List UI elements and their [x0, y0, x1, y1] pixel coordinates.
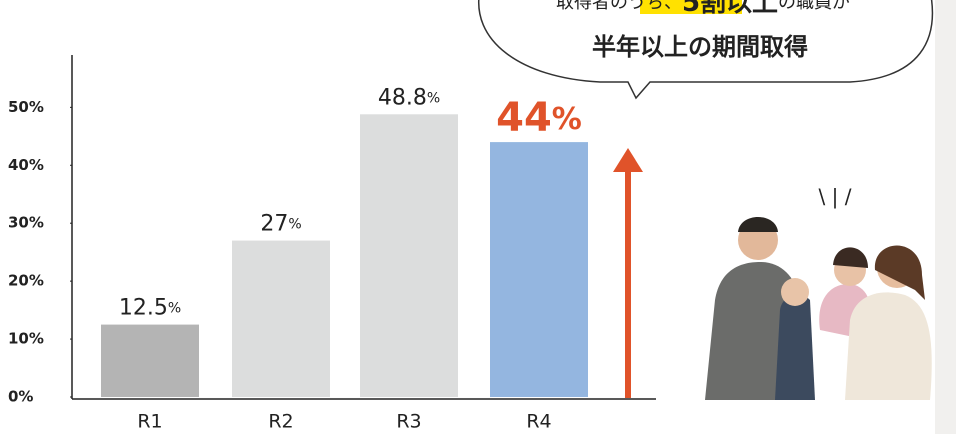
y-tick-label: 0% [8, 388, 33, 406]
x-tick-label: R1 [137, 411, 162, 433]
bar [490, 142, 588, 397]
value-label: 44% [496, 95, 582, 141]
y-tick-label: 30% [8, 214, 44, 232]
x-tick-label: R2 [268, 411, 293, 433]
value-label: 12.5% [119, 296, 181, 321]
y-tick-label: 20% [8, 272, 44, 290]
value-label: 27% [260, 212, 301, 237]
bubble-highlight-text: 半年以上の期間取得 [592, 33, 808, 61]
x-tick-label: R3 [396, 411, 421, 433]
edge-panel [935, 0, 956, 434]
y-tick-label: 40% [8, 156, 44, 174]
value-number: 44 [496, 95, 552, 141]
value-unit: % [168, 301, 181, 317]
bar [360, 114, 458, 397]
y-tick-label: 10% [8, 330, 44, 348]
speech-bubble [478, 0, 934, 100]
value-unit: % [427, 90, 440, 106]
bubble-text: 取得者のうち、5割以上の職員が [556, 0, 850, 18]
bubble-text-b: 5割以上 [682, 0, 778, 18]
value-number: 27 [260, 212, 288, 237]
value-unit: % [552, 102, 582, 137]
value-number: 12.5 [119, 296, 168, 321]
highlight [640, 0, 742, 14]
bubble-text-a: 取得者のうち、 [556, 0, 682, 13]
value-label: 48.8% [378, 85, 440, 110]
family-photo: \ | / [705, 185, 932, 400]
bar [101, 324, 199, 397]
value-number: 48.8 [378, 85, 427, 110]
up-arrow-head [613, 148, 643, 172]
bar [232, 240, 330, 397]
bubble-text-c: の職員が [778, 0, 850, 13]
sparkle: \ | / [819, 185, 852, 209]
value-unit: % [288, 217, 301, 233]
y-tick-label: 50% [8, 98, 44, 116]
x-tick-label: R4 [526, 411, 551, 433]
